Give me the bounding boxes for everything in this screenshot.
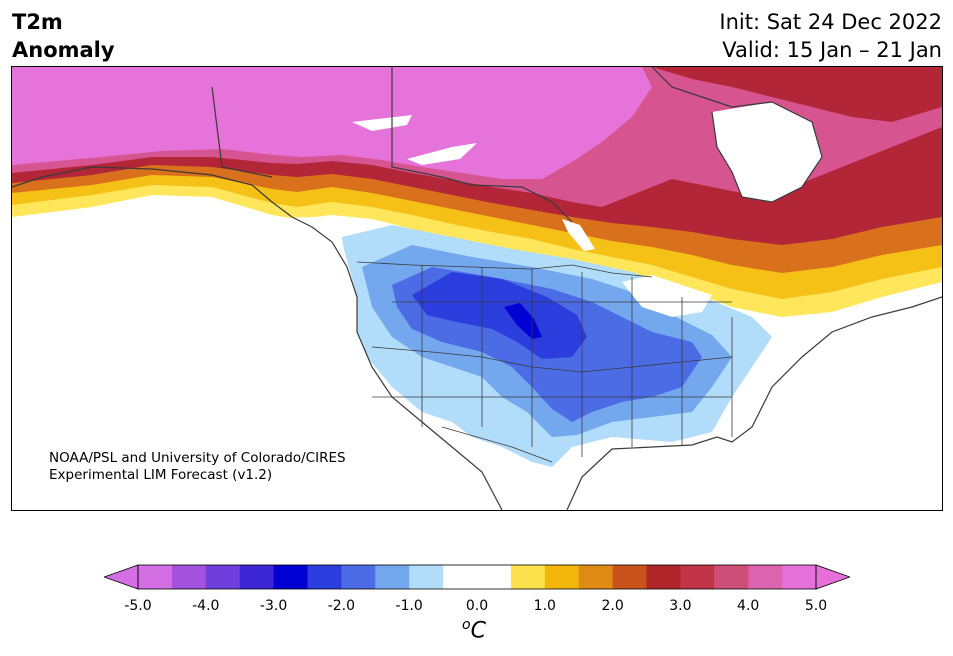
lake-3	[562, 219, 595, 251]
colorbar-segment	[341, 565, 376, 589]
anomaly-band-greenland-warm	[652, 67, 942, 122]
colorbar	[104, 564, 850, 590]
anomaly-band-strong-warm	[12, 67, 652, 179]
colorbar-tick-label: -4.0	[192, 598, 220, 614]
colorbar-tick-label: 3.0	[669, 598, 692, 614]
colorbar-outline	[137, 564, 817, 590]
colorbar-segment	[239, 565, 275, 589]
colorbar-tick-label: -5.0	[124, 598, 152, 614]
borders	[356, 261, 733, 463]
coastlines	[12, 67, 942, 510]
colorbar-over-arrow	[815, 564, 850, 590]
lake-1	[352, 115, 412, 131]
credit-line-2: Experimental LIM Forecast (v1.2)	[49, 467, 273, 483]
colorbar-segment	[748, 565, 783, 589]
gulf-of-mexico	[532, 439, 732, 510]
colorbar-tick-label: 1.0	[533, 598, 556, 614]
colorbar-segment	[510, 565, 546, 589]
colorbar-segment	[578, 565, 614, 589]
anomaly-band-cold-4	[412, 272, 587, 359]
colorbar-segment	[544, 565, 580, 589]
great-lakes	[622, 275, 712, 317]
colorbar-segment	[477, 565, 512, 589]
anomaly-map	[11, 66, 943, 511]
colorbar-segment	[612, 565, 647, 589]
colorbar-segment	[171, 565, 207, 589]
title-line-1: T2m	[12, 10, 63, 34]
credit-text: NOAA/PSL and University of Colorado/CIRE…	[49, 450, 346, 484]
credit-line-1: NOAA/PSL and University of Colorado/CIRE…	[49, 450, 346, 466]
anomaly-band-cold-5	[504, 303, 542, 339]
colorbar-segment	[307, 565, 342, 589]
colorbar-segment	[273, 565, 308, 589]
colorbar-segment	[680, 565, 715, 589]
lake-2	[407, 143, 477, 165]
colorbar-segment	[646, 565, 681, 589]
colorbar-tick-label: -2.0	[327, 598, 356, 614]
colorbar-tick-label: -1.0	[395, 598, 423, 614]
valid-date-label: Valid: 15 Jan – 21 Jan	[722, 38, 942, 62]
unit-letter: C	[470, 618, 486, 644]
degree-symbol: o	[462, 617, 471, 633]
atlantic-ocean	[732, 307, 942, 510]
anomaly-map-graphic	[12, 67, 942, 510]
forecast-dates: Init: Sat 24 Dec 2022 Valid: 15 Jan – 21…	[719, 8, 942, 64]
colorbar-tick-label: 5.0	[804, 598, 828, 614]
hudson-bay	[712, 102, 822, 202]
colorbar-segment	[714, 565, 749, 589]
colorbar-unit-label: oC	[462, 617, 486, 643]
colorbar-segment	[205, 565, 241, 589]
colorbar-tick-label: -3.0	[259, 598, 288, 614]
colorbar-tick-label: 0.0	[465, 598, 489, 614]
colorbar-segments	[138, 565, 817, 589]
pacific-ocean	[12, 217, 492, 510]
colorbar-segment	[782, 565, 817, 589]
colorbar-segment	[409, 565, 444, 589]
colorbar-tick-label: 2.0	[601, 598, 624, 614]
colorbar-segment	[138, 565, 173, 589]
colorbar-segment	[443, 565, 478, 589]
colorbar-under-arrow	[104, 564, 139, 590]
map-title: T2m Anomaly	[12, 8, 115, 64]
init-date-label: Init: Sat 24 Dec 2022	[719, 10, 942, 34]
title-line-2: Anomaly	[12, 38, 115, 62]
colorbar-tick-label: 4.0	[737, 598, 760, 614]
colorbar-segment	[375, 565, 410, 589]
